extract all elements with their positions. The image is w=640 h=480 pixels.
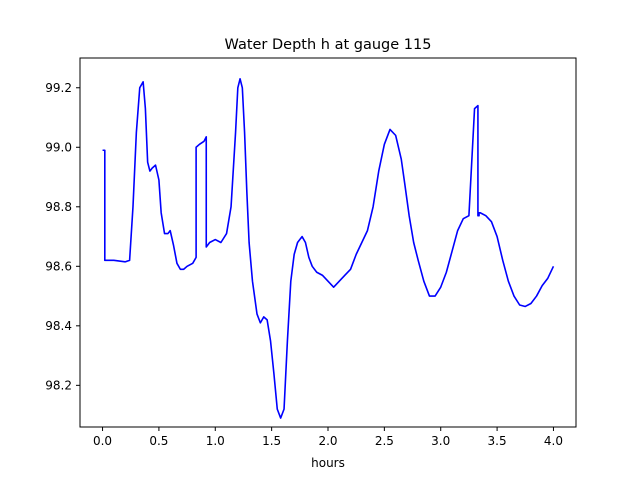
y-tick-label: 98.6: [45, 259, 72, 273]
y-tick-label: 98.2: [45, 378, 72, 392]
x-tick-label: 3.5: [488, 434, 507, 448]
x-tick-label: 0.5: [149, 434, 168, 448]
y-axis: 98.2 98.4 98.6 98.8 99.0 99.2: [45, 81, 80, 392]
x-tick-label: 1.5: [262, 434, 281, 448]
x-tick-label: 4.0: [544, 434, 563, 448]
x-tick-label: 2.0: [318, 434, 337, 448]
x-tick-label: 2.5: [375, 434, 394, 448]
series-line: [102, 78, 555, 419]
y-tick-label: 98.8: [45, 200, 72, 214]
y-tick-label: 99.0: [45, 140, 72, 154]
chart-title: Water Depth h at gauge 115: [225, 37, 432, 53]
x-tick-label: 0.0: [93, 434, 112, 448]
y-tick-label: 98.4: [45, 319, 72, 333]
x-axis-label: hours: [311, 456, 345, 470]
x-tick-label: 3.0: [431, 434, 450, 448]
x-tick-label: 1.0: [206, 434, 225, 448]
x-axis: 0.0 0.5 1.0 1.5 2.0 2.5 3.0 3.5 4.0: [93, 427, 563, 448]
y-tick-label: 99.2: [45, 81, 72, 95]
